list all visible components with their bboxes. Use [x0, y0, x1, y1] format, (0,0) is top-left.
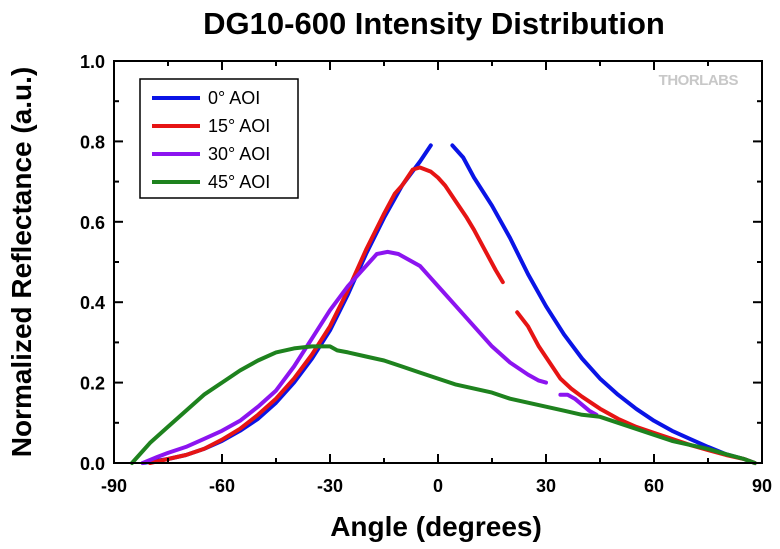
x-tick-label: -30 — [317, 476, 343, 496]
x-tick-label: -90 — [101, 476, 127, 496]
series-line-2-segment-1 — [558, 392, 599, 417]
legend-label-1: 15° AOI — [208, 116, 270, 136]
y-tick-label: 0.2 — [80, 374, 105, 394]
x-tick-label: 90 — [752, 476, 772, 496]
legend-label-0: 0° AOI — [208, 88, 260, 108]
series-line-0-segment-1 — [450, 143, 757, 465]
y-tick-label: 0.4 — [80, 293, 105, 313]
series-line-3-segment-0 — [130, 344, 757, 465]
series-line-1-segment-0 — [148, 165, 505, 465]
y-tick-label: 0.6 — [80, 213, 105, 233]
thorlabs-logo: THORLABS — [659, 72, 739, 89]
series-layer — [130, 143, 757, 465]
x-axis-title: Angle (degrees) — [330, 511, 542, 542]
series-line-2-segment-0 — [140, 249, 548, 465]
series-line-1-segment-1 — [515, 310, 757, 465]
legend: 0° AOI 15° AOI 30° AOI 45° AOI — [139, 78, 299, 199]
legend-label-3: 45° AOI — [208, 172, 270, 192]
legend-label-2: 30° AOI — [208, 144, 270, 164]
x-tick-label: 0 — [433, 476, 443, 496]
chart-title: DG10-600 Intensity Distribution — [203, 6, 665, 41]
y-tick-label: 1.0 — [80, 52, 105, 72]
y-tick-label: 0.0 — [80, 454, 105, 474]
axes-layer: -90 -60 -30 0 30 60 90 0.0 0.2 0.4 0.6 0.8 1.0 — [80, 52, 772, 496]
y-tick-label: 0.8 — [80, 132, 105, 152]
y-axis-title: Normalized Reflectance (a.u.) — [6, 67, 37, 458]
x-tick-label: -60 — [209, 476, 235, 496]
x-tick-label: 60 — [644, 476, 664, 496]
x-tick-label: 30 — [536, 476, 556, 496]
